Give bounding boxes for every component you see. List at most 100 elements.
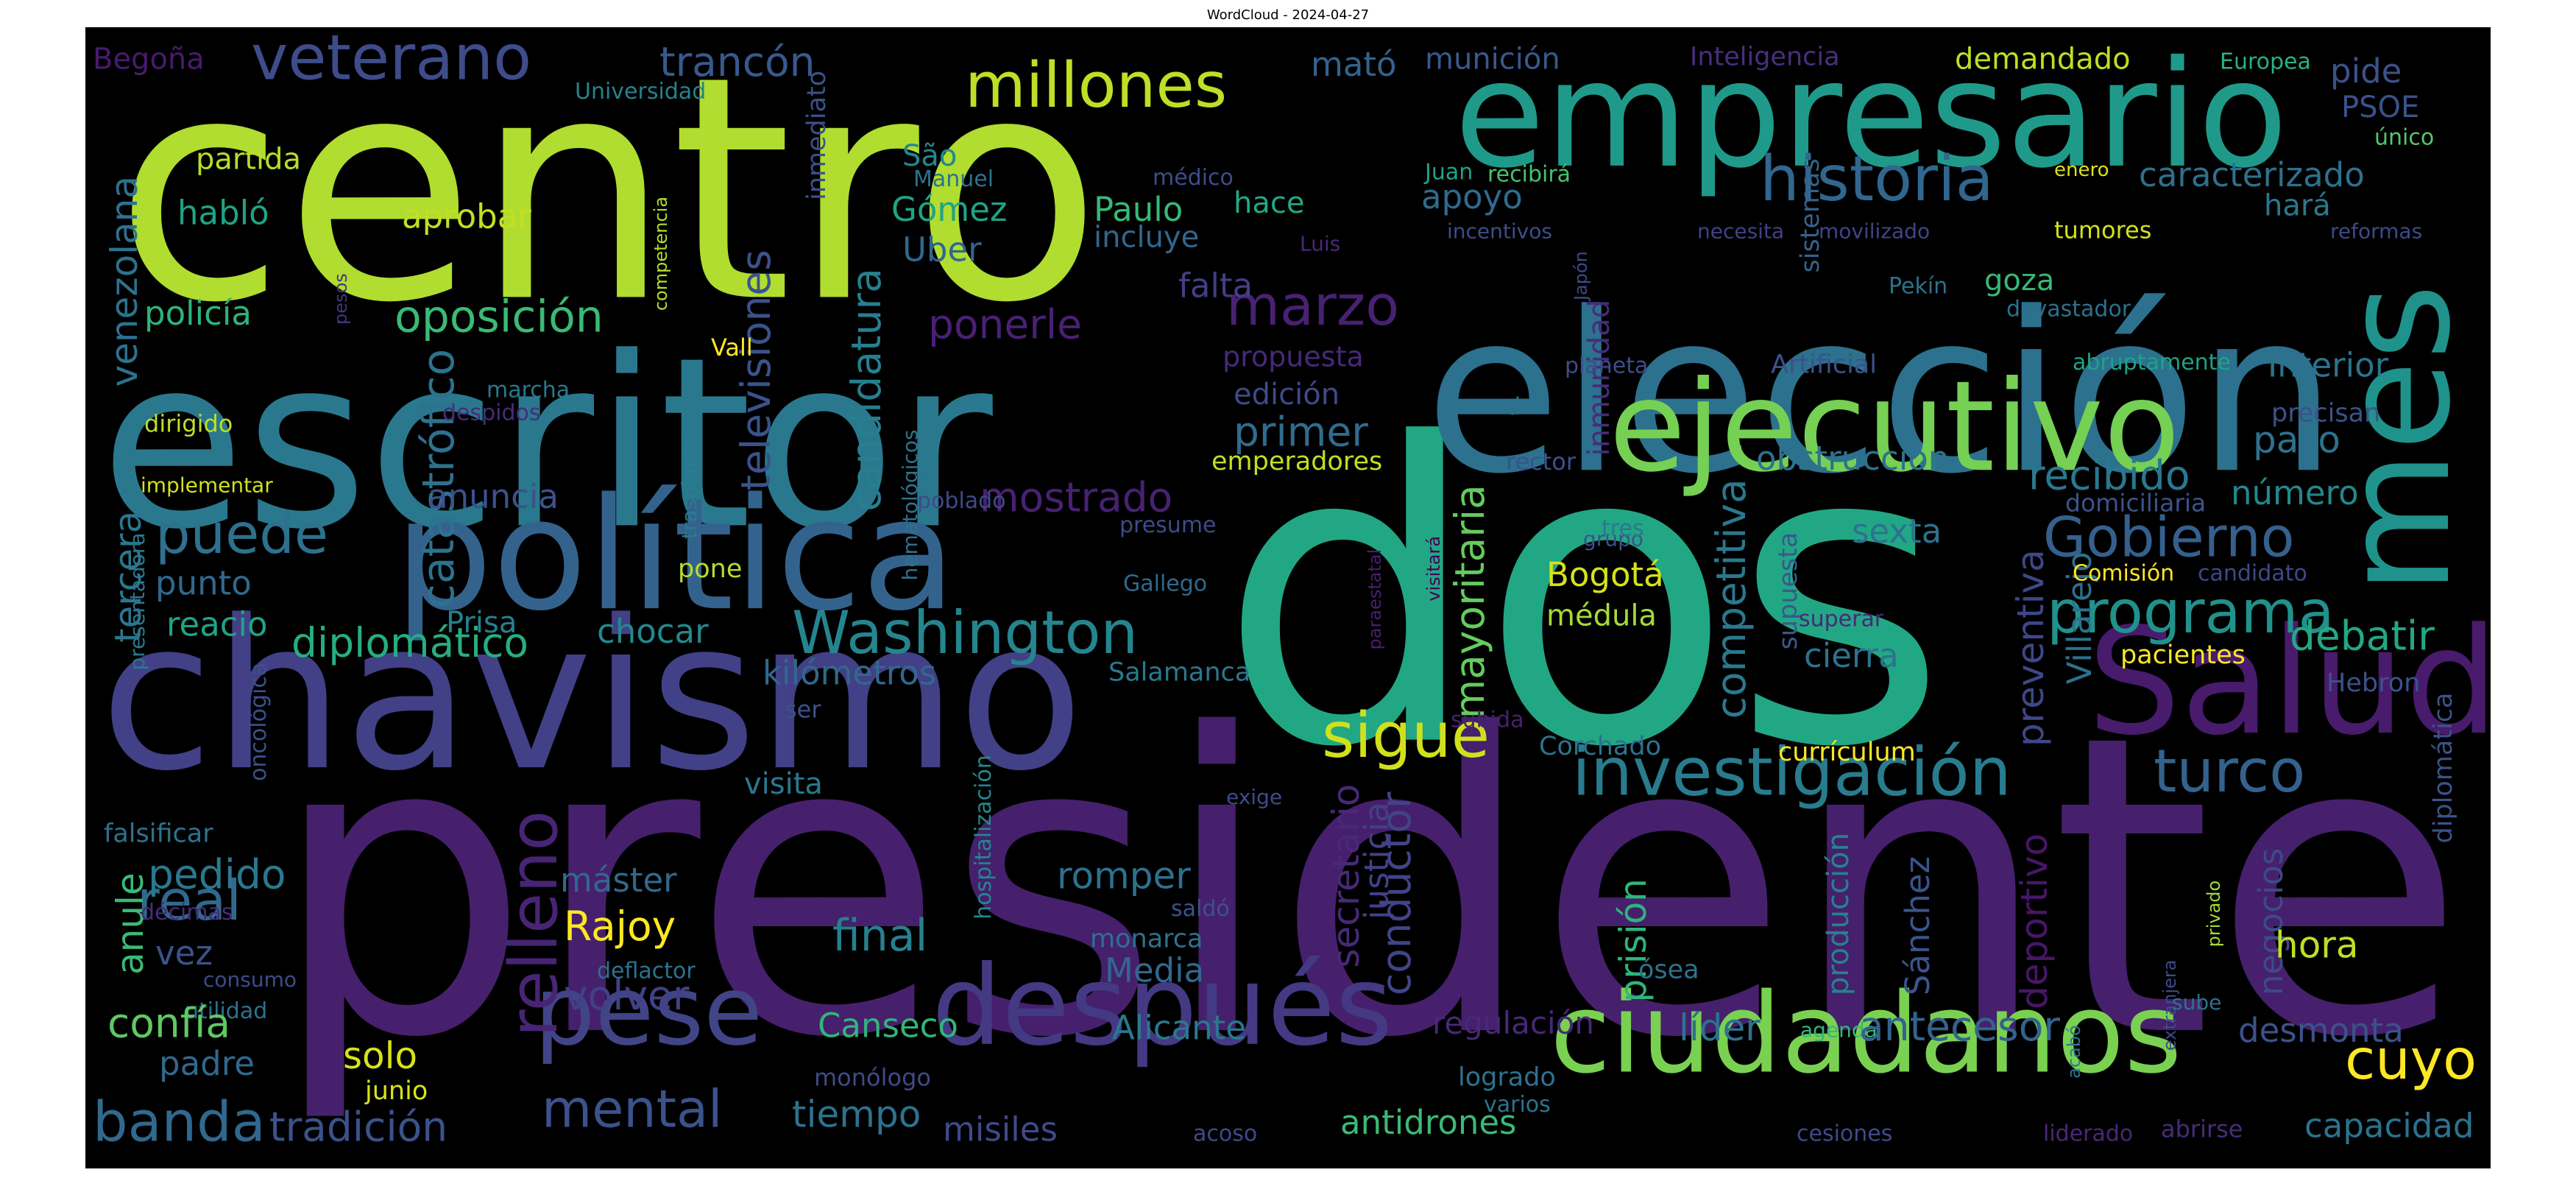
word-edicion: edición (1234, 378, 1340, 412)
word-preventiva: preventiva (2009, 549, 2052, 747)
word-gallego: Gallego (1123, 571, 1207, 597)
word-inmunidad: inmunidad (1582, 300, 1616, 456)
word-anule: anule (109, 872, 152, 975)
word-exige: exige (1226, 785, 1282, 809)
word-oposicion: oposición (394, 291, 604, 342)
word-venezolana: venezolana (103, 176, 146, 387)
word-punto: punto (155, 563, 252, 602)
word-pese: pese (534, 955, 762, 1067)
word-recibido: recibido (2028, 452, 2190, 499)
word-mostrado: mostrado (980, 474, 1172, 521)
word-mental: mental (542, 1079, 722, 1140)
word-relleno: relleno (495, 811, 573, 1037)
word-luis: Luis (1300, 231, 1340, 255)
word-gomez: Gómez (891, 190, 1008, 229)
word-falsificar: falsificar (104, 819, 213, 849)
word-programa: programa (2047, 578, 2335, 646)
word-despidos: despidos (442, 401, 541, 426)
word-artificial: Artificial (1771, 350, 1877, 380)
word-antidrones: antidrones (1340, 1103, 1517, 1142)
word-pedido: pedido (148, 851, 286, 898)
word-gobierno: Gobierno (2043, 505, 2295, 570)
word-chavismo: chavismo (100, 576, 1083, 817)
word-obstruccion: obstrucción (1756, 439, 1949, 478)
word-historia: historia (1760, 143, 1994, 216)
word-trasplante: trasplante (677, 434, 701, 539)
word-vall: Vall (711, 334, 753, 361)
word-conductor: conductor (1373, 791, 1420, 995)
word-hebron: Hebron (2326, 669, 2420, 698)
word-incentivos: incentivos (1447, 219, 1552, 244)
word-corchado: Corchado (1539, 732, 1661, 761)
word-mato: mató (1311, 45, 1397, 84)
word-planeta: planeta (1565, 353, 1648, 379)
word-caracterizado: caracterizado (2139, 155, 2365, 194)
word-utilidad: utilidad (185, 998, 267, 1024)
word-varios: varios (1484, 1092, 1551, 1118)
word-salud: Salud (2087, 596, 2491, 768)
word-acoso: acoso (1193, 1121, 1257, 1146)
word-vez: vez (155, 934, 213, 973)
word-medula: médula (1546, 599, 1657, 633)
word-necesita: necesita (1697, 219, 1784, 244)
word-universidad: Universidad (575, 79, 706, 105)
word-catastrofico: catastrófico (413, 349, 464, 608)
word-tercera: tercera (107, 511, 149, 643)
word-osea: ósea (1638, 956, 1699, 985)
word-reacio: reacio (166, 605, 268, 644)
word-poblado: poblado (917, 488, 1006, 514)
word-banda: banda (93, 1089, 266, 1154)
word-master: máster (560, 861, 677, 900)
word-implementar: implementar (141, 473, 273, 497)
word-acabo: acabó (2064, 1025, 2084, 1079)
word-monologo: monólogo (814, 1063, 931, 1091)
word-uber: Uber (902, 230, 982, 269)
word-solo: solo (343, 1034, 417, 1077)
word-liderado: liderado (2043, 1121, 2133, 1146)
word-justicia: justicia (1357, 802, 1396, 920)
word-marcha: marcha (486, 378, 570, 403)
word-candidatura: candidatura (843, 268, 890, 511)
word-mayoritaria: mayoritaria (1446, 484, 1493, 719)
word-cesiones: cesiones (1797, 1121, 1892, 1146)
word-real: real (137, 868, 241, 933)
word-supuesta: supuesta (1774, 532, 1803, 650)
word-mes: mes (2312, 283, 2483, 594)
word-paraestatal: paraestatal (1365, 549, 1385, 650)
word-capacidad: capacidad (2304, 1107, 2474, 1146)
word-hara: hará (2264, 189, 2331, 223)
word-devastador: devastador (2006, 297, 2131, 322)
word-diplomatico: diplomático (291, 619, 528, 666)
word-junio: junio (364, 1076, 428, 1106)
word-kilometros: kilómetros (762, 653, 936, 692)
word-europea: Europea (2220, 49, 2311, 74)
word-trancon: trancón (659, 38, 815, 85)
word-secretario: secretario (1325, 784, 1367, 968)
word-japon: Japón (1571, 251, 1591, 302)
word-medico: médico (1153, 165, 1234, 191)
word-misiles: misiles (943, 1110, 1058, 1149)
word-falta: falta (1178, 266, 1253, 305)
word-escritor: escritor (100, 307, 995, 581)
word-empresario: empresario (1454, 29, 2288, 201)
word-volver: volver (564, 972, 690, 1019)
word-sistemas: sistemas (1796, 158, 1825, 272)
word-reformas: reformas (2330, 219, 2422, 244)
word-cuyo: cuyo (2345, 1027, 2477, 1092)
word-media: Media (1105, 950, 1204, 990)
word-tradicion: tradición (269, 1103, 447, 1150)
word-deportivo: deportivo (2013, 833, 2056, 1009)
word-interior: Interior (2268, 345, 2389, 384)
word-sexta: sexta (1852, 512, 1942, 551)
word-antecesor: antecesor (1859, 1003, 2060, 1050)
word-inteligencia: Inteligencia (1690, 43, 1840, 72)
word-eleccion: elección (1425, 265, 2337, 522)
word-privado: privado (2204, 881, 2224, 948)
word-rector: rector (1506, 448, 1577, 476)
word-pekin: Pekín (1889, 274, 1947, 300)
word-dirigido: dirigido (144, 410, 233, 438)
word-hablo: habló (177, 194, 269, 233)
word-televisiones: televisiones (732, 250, 779, 490)
word-emperadores: emperadores (1211, 447, 1382, 476)
word-tumores: tumores (2054, 216, 2151, 244)
